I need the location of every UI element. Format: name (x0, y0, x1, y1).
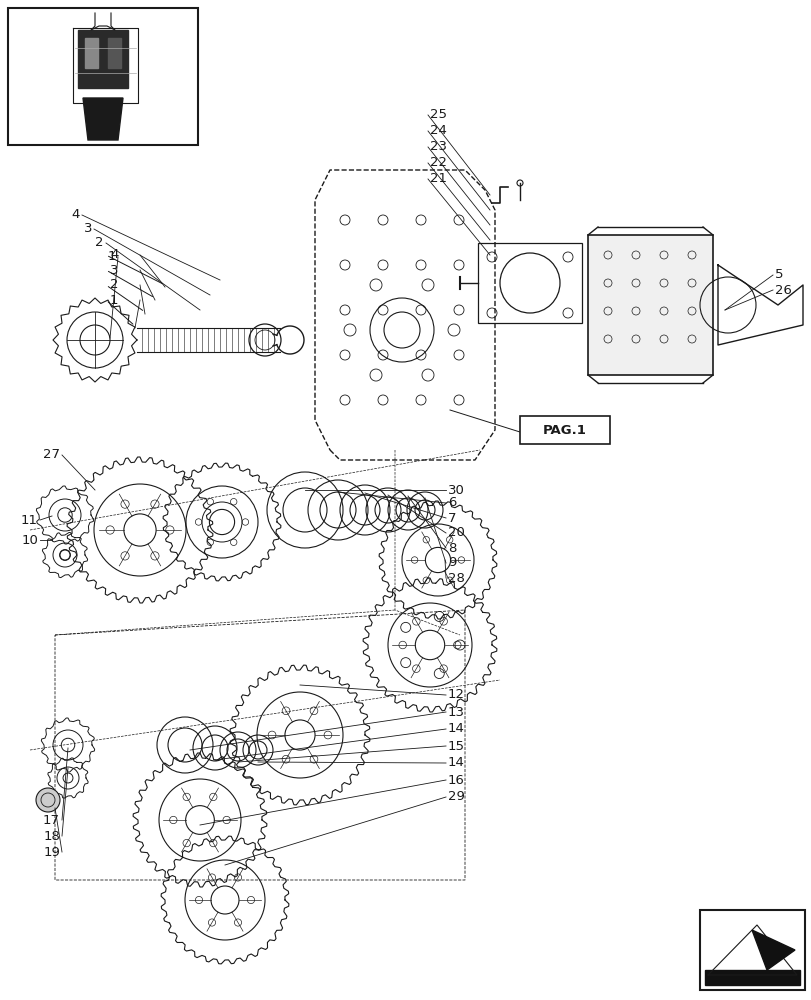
Text: 1: 1 (109, 294, 118, 306)
Text: 13: 13 (448, 706, 465, 718)
Text: 2: 2 (109, 278, 118, 292)
Text: 27: 27 (43, 448, 60, 462)
Text: 4: 4 (109, 248, 118, 261)
Text: 14: 14 (448, 722, 465, 736)
Polygon shape (704, 970, 799, 985)
Text: 29: 29 (448, 790, 465, 804)
Polygon shape (751, 930, 794, 970)
Circle shape (36, 788, 60, 812)
Text: 26: 26 (774, 284, 791, 296)
Text: 28: 28 (448, 572, 465, 584)
Text: 2: 2 (96, 236, 104, 249)
Bar (8, 8, 198, 145)
Polygon shape (85, 38, 98, 68)
Polygon shape (707, 925, 796, 975)
Text: 16: 16 (448, 774, 465, 786)
Text: 18: 18 (43, 830, 60, 842)
Text: 9: 9 (448, 556, 456, 570)
Text: 25: 25 (430, 108, 446, 121)
Text: 12: 12 (448, 688, 465, 702)
Text: 22: 22 (430, 156, 446, 169)
Bar (519, 416, 609, 444)
Text: 3: 3 (109, 263, 118, 276)
Polygon shape (83, 98, 122, 140)
Text: 20: 20 (448, 526, 465, 540)
Text: 4: 4 (71, 209, 80, 222)
Bar (699, 910, 804, 990)
Text: 7: 7 (448, 512, 456, 524)
Text: 8: 8 (448, 542, 456, 554)
Text: 24: 24 (430, 124, 446, 137)
Text: 6: 6 (448, 496, 456, 510)
Polygon shape (78, 30, 128, 88)
Text: 23: 23 (430, 140, 446, 153)
Text: 30: 30 (448, 484, 465, 496)
Polygon shape (108, 38, 121, 68)
Text: 19: 19 (43, 846, 60, 858)
Text: 21: 21 (430, 172, 446, 186)
Text: 11: 11 (21, 514, 38, 526)
Bar (9, 9, 197, 144)
Text: 17: 17 (43, 814, 60, 826)
Text: 14: 14 (448, 756, 465, 770)
Text: 3: 3 (84, 223, 92, 235)
Text: 10: 10 (21, 534, 38, 546)
Text: 5: 5 (774, 268, 783, 282)
Bar (587, 235, 712, 375)
Text: 1: 1 (107, 250, 116, 263)
Bar (478, 243, 581, 323)
Text: PAG.1: PAG.1 (543, 424, 586, 436)
Text: 15: 15 (448, 740, 465, 752)
